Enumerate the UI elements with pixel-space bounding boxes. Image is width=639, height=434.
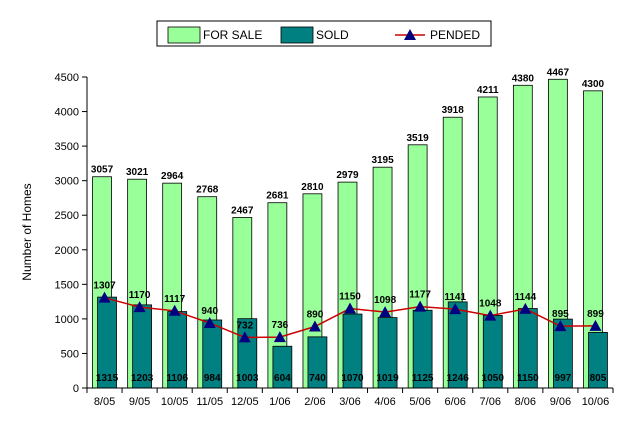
x-tick-label-3: 11/05 (196, 396, 223, 408)
y-tick-label-3: 1500 (55, 279, 79, 291)
y-tick-label-7: 3500 (55, 141, 79, 153)
y-tick-label-2: 1000 (55, 314, 79, 326)
label-sold-7: 1070 (341, 373, 364, 384)
point-pended-12 (519, 302, 532, 314)
point-pended-6 (308, 320, 321, 332)
label-for-sale-1: 3021 (126, 167, 149, 178)
x-tick-label-7: 3/06 (339, 396, 360, 408)
label-pended-11: 1048 (479, 299, 502, 310)
label-sold-11: 1050 (482, 373, 505, 384)
x-tick-label-0: 8/05 (94, 396, 115, 408)
label-sold-8: 1019 (376, 373, 399, 384)
x-tick-label-2: 10/05 (161, 396, 189, 408)
x-tick-label-6: 2/06 (304, 396, 325, 408)
label-for-sale-14: 4300 (582, 79, 605, 90)
label-pended-4: 732 (236, 320, 253, 331)
point-pended-5 (273, 331, 286, 343)
label-for-sale-0: 3057 (91, 165, 114, 176)
point-pended-8 (379, 306, 392, 318)
label-sold-1: 1203 (131, 373, 154, 384)
label-for-sale-4: 2467 (231, 206, 254, 217)
label-pended-6: 890 (307, 309, 324, 320)
legend-swatch-sold (280, 26, 314, 44)
x-tick-label-4: 12/05 (231, 396, 259, 408)
x-tick-label-9: 5/06 (409, 396, 430, 408)
label-sold-10: 1246 (447, 373, 470, 384)
label-sold-13: 997 (555, 373, 572, 384)
y-tick-label-8: 4000 (55, 107, 79, 119)
legend-frame (156, 20, 492, 47)
x-tick-label-13: 9/06 (550, 396, 571, 408)
x-tick-label-8: 4/06 (374, 396, 395, 408)
label-for-sale-12: 4380 (512, 73, 535, 84)
label-for-sale-5: 2681 (266, 191, 289, 202)
label-sold-9: 1125 (412, 373, 434, 384)
label-pended-9: 1177 (409, 290, 431, 301)
label-for-sale-6: 2810 (301, 182, 324, 193)
label-pended-7: 1150 (339, 292, 361, 303)
label-pended-3: 940 (201, 306, 218, 317)
label-sold-4: 1003 (236, 373, 259, 384)
label-for-sale-9: 3519 (407, 133, 430, 144)
y-tick-label-6: 3000 (55, 176, 79, 188)
x-tick-label-1: 9/05 (129, 396, 150, 408)
label-for-sale-11: 4211 (477, 85, 499, 96)
point-pended-9 (414, 300, 427, 312)
label-for-sale-8: 3195 (371, 155, 394, 166)
label-pended-12: 1144 (514, 292, 536, 303)
label-for-sale-13: 4467 (547, 67, 570, 78)
x-tick-label-14: 10/06 (582, 396, 610, 408)
x-tick-label-10: 6/06 (444, 396, 465, 408)
label-sold-6: 740 (309, 373, 326, 384)
y-tick-label-4: 2000 (55, 245, 79, 257)
label-pended-10: 1141 (444, 292, 466, 303)
label-sold-14: 805 (590, 373, 607, 384)
label-sold-12: 1150 (517, 373, 539, 384)
point-pended-13 (554, 320, 567, 332)
y-tick-label-5: 2500 (55, 210, 79, 222)
legend: FOR SALE SOLD PENDED (156, 20, 492, 47)
point-pended-3 (203, 317, 216, 329)
label-for-sale-3: 2768 (196, 185, 219, 196)
label-sold-2: 1106 (166, 373, 188, 384)
label-sold-0: 1315 (96, 373, 119, 384)
x-tick-label-11: 7/06 (480, 396, 501, 408)
label-pended-8: 1098 (374, 295, 397, 306)
label-pended-5: 736 (272, 320, 289, 331)
point-pended-2 (168, 304, 181, 316)
point-pended-4 (238, 331, 251, 343)
point-pended-0 (98, 291, 111, 303)
point-pended-1 (133, 301, 146, 313)
label-for-sale-2: 2964 (161, 171, 184, 182)
y-tick-label-9: 4500 (55, 72, 79, 84)
point-pended-10 (449, 303, 462, 315)
label-sold-5: 604 (274, 373, 291, 384)
plot-area: 0 500 1000 1500 2000 2500 3000 3500 4000 4500 8/05… (55, 67, 614, 408)
x-tick-label-12: 8/06 (515, 396, 536, 408)
point-pended-14 (589, 319, 602, 331)
label-pended-1: 1170 (129, 290, 151, 301)
label-pended-2: 1117 (164, 294, 186, 305)
label-for-sale-7: 2979 (336, 170, 359, 181)
y-tick-label-0: 0 (73, 383, 79, 395)
legend-marker-pended (404, 29, 416, 40)
y-axis-label: Number of Homes (20, 183, 34, 280)
y-tick-label-1: 500 (61, 348, 79, 360)
label-pended-0: 1307 (93, 281, 116, 292)
legend-label-for-sale: FOR SALE (203, 28, 262, 42)
legend-label-pended: PENDED (430, 28, 480, 42)
point-pended-11 (484, 309, 497, 321)
label-pended-14: 899 (587, 309, 604, 320)
point-pended-7 (344, 302, 356, 314)
label-sold-3: 984 (204, 373, 221, 384)
legend-swatch-for-sale (167, 26, 201, 44)
x-tick-label-5: 1/06 (269, 396, 290, 408)
legend-label-sold: SOLD (316, 28, 349, 42)
label-for-sale-10: 3918 (442, 105, 465, 116)
label-pended-13: 895 (552, 309, 569, 320)
